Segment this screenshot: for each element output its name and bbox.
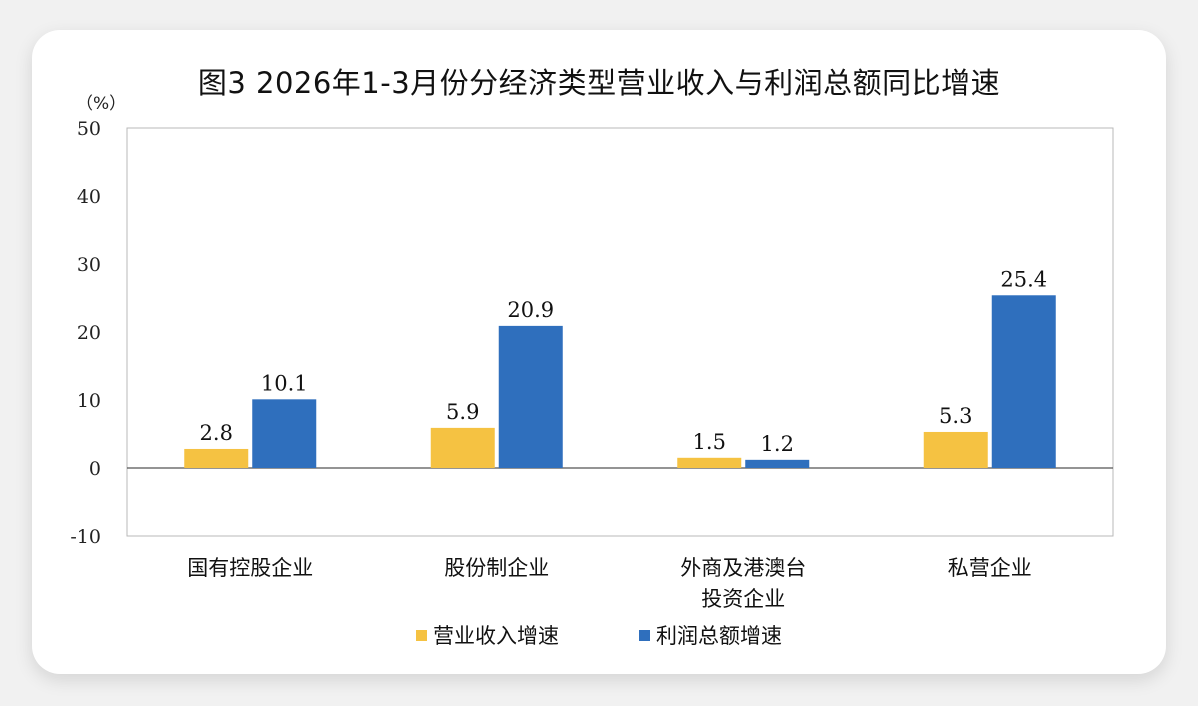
legend-item-profit: 利润总额增速 [639, 620, 782, 650]
y-tick-label: 30 [77, 254, 101, 276]
chart-card [32, 30, 1166, 674]
x-category-label: 外商及港澳台 [680, 556, 806, 580]
bar-profit [252, 399, 317, 468]
legend-item-revenue: 营业收入增速 [416, 620, 559, 650]
x-category-label: 投资企业 [701, 587, 785, 611]
bar-profit [498, 325, 563, 468]
x-category-label: 国有控股企业 [187, 556, 313, 580]
y-tick-label: 20 [77, 322, 101, 344]
x-category-label: 私营企业 [948, 556, 1032, 580]
bar-revenue [430, 427, 495, 468]
bar-revenue [923, 431, 988, 468]
y-tick-label: 40 [77, 186, 101, 208]
bar-revenue [184, 448, 249, 468]
x-category-label: 股份制企业 [444, 556, 549, 580]
legend-swatch-profit [639, 629, 650, 641]
legend-swatch-revenue [416, 629, 427, 641]
legend-label-revenue: 营业收入增速 [433, 624, 559, 648]
y-tick-label: -10 [70, 526, 101, 548]
y-tick-label: 0 [89, 458, 101, 480]
data-label-profit: 25.4 [1000, 267, 1047, 291]
y-tick-label: 50 [77, 118, 101, 140]
bar-revenue [677, 457, 742, 468]
legend-label-profit: 利润总额增速 [656, 624, 782, 648]
plot-area-border [126, 127, 1114, 537]
data-label-revenue: 2.8 [200, 421, 233, 445]
data-label-profit: 10.1 [261, 371, 308, 395]
bar-profit [991, 295, 1056, 468]
chart-title: 图3 2026年1-3月份分经济类型营业收入与利润总额同比增速 [197, 66, 1001, 100]
y-tick-label: 10 [77, 390, 101, 412]
data-label-profit: 20.9 [507, 298, 554, 322]
data-label-profit: 1.2 [761, 432, 794, 456]
data-label-revenue: 5.3 [939, 404, 972, 428]
y-axis-unit-label: （%） [76, 94, 126, 114]
legend: 营业收入增速 利润总额增速 [0, 620, 1198, 650]
data-label-revenue: 1.5 [693, 430, 726, 454]
bar-profit [745, 459, 810, 468]
data-label-revenue: 5.9 [446, 400, 479, 424]
